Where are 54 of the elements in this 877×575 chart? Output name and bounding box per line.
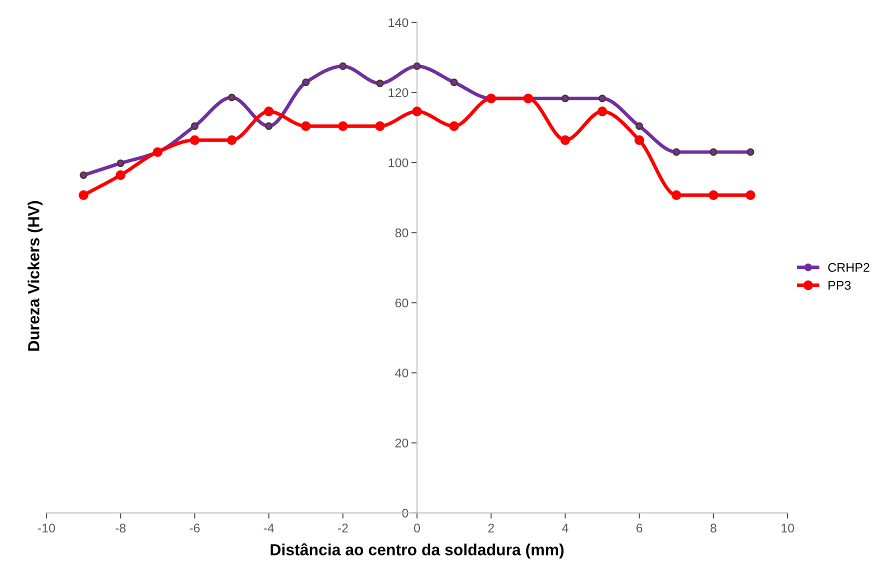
point bbox=[264, 106, 274, 116]
x-tick-label: 6 bbox=[636, 524, 642, 532]
x-tick-label: 4 bbox=[562, 524, 568, 532]
x-tick-label: 8 bbox=[710, 524, 716, 532]
point bbox=[710, 148, 718, 156]
point bbox=[116, 159, 124, 168]
point bbox=[561, 94, 570, 102]
y-tick-label: 60 bbox=[395, 298, 408, 308]
point bbox=[190, 122, 199, 130]
point bbox=[708, 190, 718, 200]
point bbox=[597, 106, 608, 116]
point bbox=[672, 148, 680, 156]
x-tick-label: -4 bbox=[264, 524, 274, 532]
point bbox=[746, 190, 756, 200]
point bbox=[116, 170, 126, 180]
y-axis-title: Dureza Vickers (HV) bbox=[28, 201, 43, 351]
point bbox=[190, 135, 200, 145]
point bbox=[560, 135, 570, 145]
point bbox=[413, 62, 421, 70]
y-tick-label: 80 bbox=[395, 228, 408, 238]
y-tick-label: 140 bbox=[388, 18, 408, 28]
point bbox=[412, 106, 422, 116]
legend-label: CRHP2 bbox=[828, 263, 870, 272]
x-tick-label: -2 bbox=[338, 524, 348, 532]
point bbox=[300, 121, 311, 131]
point bbox=[376, 80, 384, 88]
point bbox=[672, 190, 682, 200]
x-tick-label: 0 bbox=[414, 524, 420, 532]
y-tick-label: 20 bbox=[395, 438, 408, 448]
y-tick-label: 120 bbox=[388, 88, 408, 98]
x-tick-label: -6 bbox=[190, 524, 200, 532]
point bbox=[598, 94, 606, 102]
point bbox=[338, 121, 348, 131]
point bbox=[264, 122, 273, 130]
x-tick-label: 2 bbox=[488, 524, 494, 532]
legend-label: PP3 bbox=[828, 280, 851, 290]
point bbox=[302, 78, 310, 86]
point bbox=[746, 148, 754, 156]
y-tick-label: 40 bbox=[395, 368, 408, 378]
point bbox=[375, 121, 385, 131]
point bbox=[80, 171, 88, 179]
point bbox=[636, 122, 644, 130]
point bbox=[339, 62, 347, 70]
x-tick-label: -8 bbox=[116, 524, 126, 532]
y-tick-label: 100 bbox=[388, 158, 408, 168]
point bbox=[449, 121, 459, 131]
point bbox=[228, 94, 236, 102]
point bbox=[78, 190, 88, 200]
x-axis-title: Distância ao centro da soldadura (mm) bbox=[270, 543, 564, 559]
point bbox=[634, 135, 644, 145]
x-tick-label: 10 bbox=[782, 524, 794, 532]
point bbox=[450, 78, 458, 86]
x-tick-label: -10 bbox=[38, 524, 56, 532]
point bbox=[226, 135, 237, 145]
